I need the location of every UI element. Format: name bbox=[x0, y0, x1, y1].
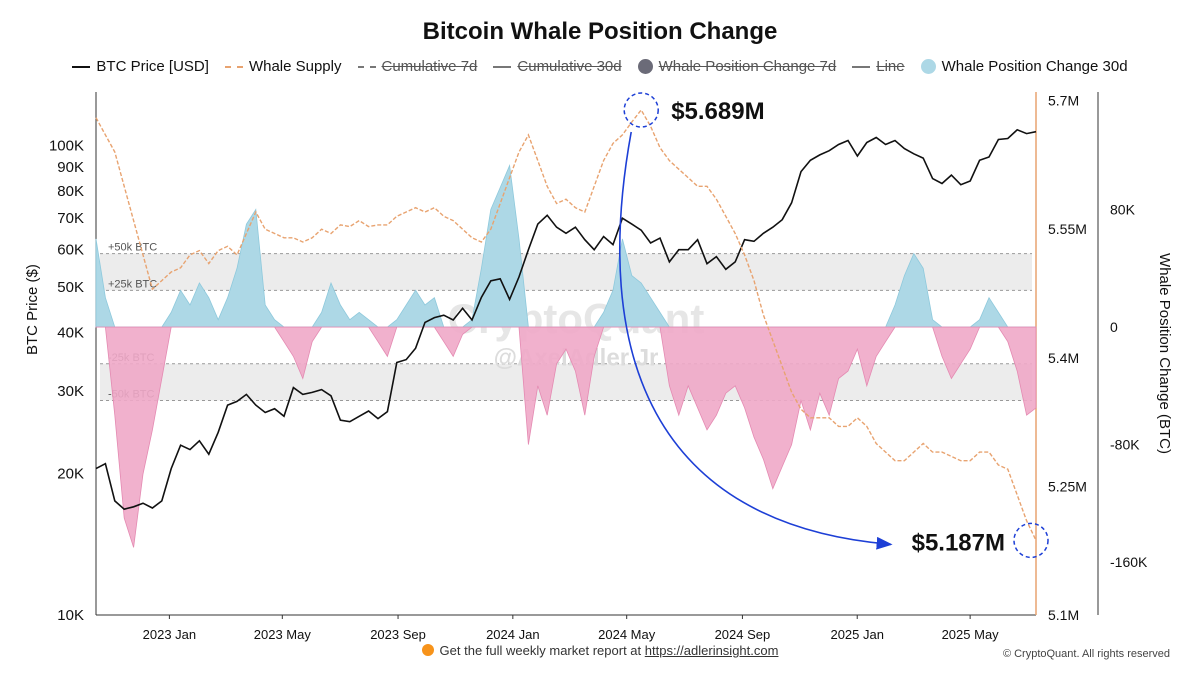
left-tick-label: 80K bbox=[57, 183, 84, 200]
legend-label: Cumulative 30d bbox=[517, 58, 622, 75]
x-tick-label: 2024 Sep bbox=[715, 627, 771, 642]
legend-item-cumulative-7d[interactable]: Cumulative 7d bbox=[357, 58, 478, 75]
left-tick-label: 30K bbox=[57, 383, 84, 400]
legend-label: BTC Price [USD] bbox=[96, 58, 209, 75]
x-tick-label: 2025 May bbox=[942, 627, 1000, 642]
left-tick-label: 50K bbox=[57, 279, 84, 296]
bitcoin-coin-icon bbox=[421, 644, 434, 656]
legend-item-whale-position-change-7d[interactable]: Whale Position Change 7d bbox=[637, 58, 837, 75]
legend-item-btc-price[interactable]: BTC Price [USD] bbox=[72, 58, 209, 75]
middle-tick-label: 5.25M bbox=[1048, 478, 1087, 494]
x-tick-label: 2023 Sep bbox=[370, 627, 426, 642]
left-tick-label: 10K bbox=[57, 607, 84, 624]
solid-line-icon bbox=[852, 65, 871, 68]
dot-icon bbox=[637, 59, 653, 74]
copyright: © CryptoQuant. All rights reserved bbox=[1002, 648, 1170, 660]
left-tick-label: 20K bbox=[57, 466, 84, 483]
middle-tick-label: 5.55M bbox=[1048, 221, 1087, 237]
right-tick-label: 80K bbox=[1110, 202, 1136, 218]
whale-supply-line bbox=[95, 108, 1037, 541]
trough-highlight-circle bbox=[1013, 522, 1049, 559]
legend-item-line[interactable]: Line bbox=[852, 58, 905, 75]
legend-item-whale-position-change-30d[interactable]: Whale Position Change 30d bbox=[920, 58, 1128, 75]
footer: Get the full weekly market report at htt… bbox=[0, 643, 1200, 658]
right-tick-label: -160K bbox=[1110, 554, 1148, 570]
whale-position-change-negative-area bbox=[95, 326, 1037, 548]
middle-tick-label: 5.4M bbox=[1048, 350, 1079, 366]
chart-legend: BTC Price [USD] Whale Supply Cumulative … bbox=[0, 58, 1200, 75]
peak-annotation-label: $5.689M bbox=[671, 98, 764, 125]
right-axis-label: Whale Position Change (BTC) bbox=[1156, 253, 1173, 454]
x-tick-label: 2023 May bbox=[254, 627, 312, 642]
x-tick-label: 2025 Jan bbox=[830, 627, 884, 642]
x-tick-label: 2024 Jan bbox=[486, 627, 540, 642]
x-tick-label: 2023 Jan bbox=[143, 627, 197, 642]
solid-line-icon bbox=[72, 65, 91, 68]
legend-label: Line bbox=[876, 58, 905, 75]
legend-item-cumulative-30d[interactable]: Cumulative 30d bbox=[493, 58, 622, 75]
legend-label: Whale Position Change 7d bbox=[658, 58, 837, 75]
left-tick-label: 90K bbox=[57, 159, 84, 176]
annotation-arrow bbox=[618, 131, 893, 550]
left-tick-label: 100K bbox=[49, 137, 84, 154]
band-negative bbox=[100, 363, 1032, 401]
peak-highlight-circle bbox=[623, 92, 659, 128]
chart-title: Bitcoin Whale Position Change bbox=[422, 18, 778, 45]
dot-icon bbox=[920, 59, 936, 74]
dashed-line-icon bbox=[357, 65, 376, 68]
legend-label: Whale Position Change 30d bbox=[941, 58, 1128, 75]
legend-label: Whale Supply bbox=[248, 58, 342, 75]
left-tick-label: 70K bbox=[57, 210, 84, 227]
trough-annotation-label: $5.187M bbox=[912, 529, 1005, 556]
solid-line-icon bbox=[493, 65, 512, 68]
band-label: +25k BTC bbox=[108, 278, 157, 290]
right-tick-label: 0 bbox=[1110, 319, 1118, 335]
left-tick-label: 60K bbox=[57, 242, 84, 259]
footer-link[interactable]: https://adlerinsight.com bbox=[644, 643, 779, 658]
footer-text: Get the full weekly market report at bbox=[439, 643, 642, 658]
right-tick-label: -80K bbox=[1110, 437, 1140, 453]
legend-item-whale-supply[interactable]: Whale Supply bbox=[224, 58, 342, 75]
middle-tick-label: 5.1M bbox=[1048, 607, 1079, 623]
left-tick-label: 40K bbox=[57, 324, 84, 341]
legend-label: Cumulative 7d bbox=[381, 58, 478, 75]
btc-price-line bbox=[95, 128, 1037, 511]
dashed-line-icon bbox=[224, 65, 243, 68]
middle-tick-label: 5.7M bbox=[1048, 93, 1079, 109]
x-tick-label: 2024 May bbox=[598, 627, 656, 642]
band-label: +50k BTC bbox=[108, 242, 157, 254]
